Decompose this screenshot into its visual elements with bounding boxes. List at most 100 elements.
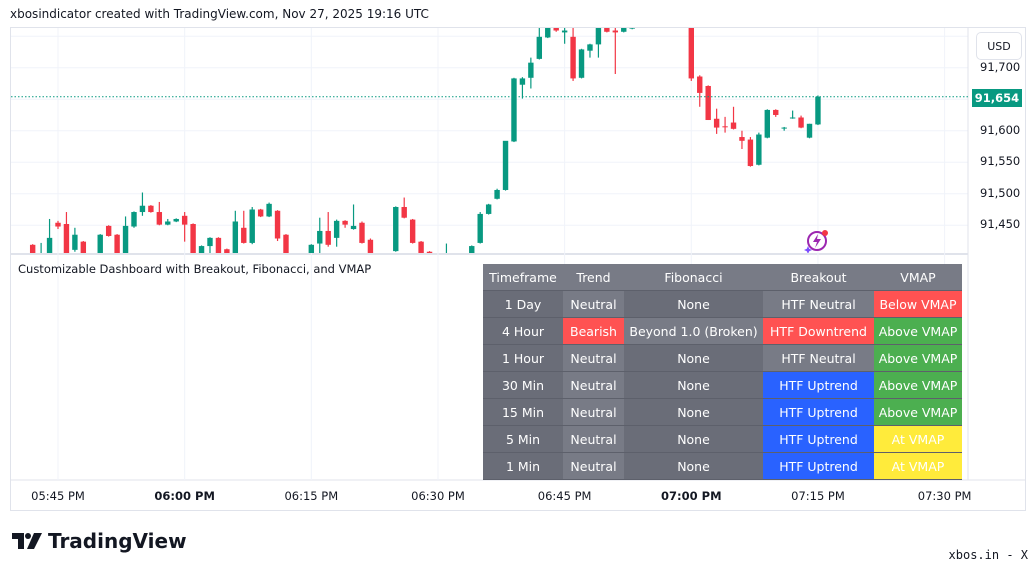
cell-breakout: HTF Uptrend [763, 425, 874, 453]
candle-body [317, 230, 323, 244]
candle-body [401, 206, 407, 218]
dashboard-row: 30 Min Neutral None HTF Uptrend Above VMAP [483, 371, 962, 399]
candle-body [756, 134, 762, 165]
ai-assistant-icon[interactable] [804, 229, 830, 257]
cell-vmap: Above VMAP [874, 344, 962, 372]
price-tick-label: 91,550 [980, 154, 1021, 169]
cell-trend: Bearish [563, 317, 624, 345]
candle-body [122, 225, 129, 253]
candle-body [781, 127, 787, 129]
time-tick-label: 06:45 PM [537, 489, 592, 503]
header-fibonacci: Fibonacci [624, 264, 763, 291]
candle-body [105, 225, 112, 236]
cell-breakout: HTF Uptrend [763, 398, 874, 426]
candle-body [283, 234, 289, 253]
cell-fibonacci: None [624, 425, 763, 453]
dashboard-header-row: Timeframe Trend Fibonacci Breakout VMAP [483, 264, 962, 291]
candle-body [257, 209, 264, 217]
candle-body [80, 241, 87, 253]
last-price-tag: 91,654 [972, 89, 1022, 107]
cell-breakout: HTF Neutral [763, 290, 874, 318]
candle-body [173, 218, 179, 222]
cell-timeframe: 1 Min [483, 452, 563, 480]
candle-body [815, 96, 821, 125]
candle-body [629, 28, 635, 29]
time-tick-label: 06:30 PM [411, 489, 465, 503]
time-tick-label: 07:15 PM [791, 489, 845, 503]
candle-body [325, 230, 331, 245]
candle-body [426, 251, 433, 253]
candle-body [477, 213, 483, 243]
candle-body [798, 117, 804, 128]
candle-body [156, 212, 163, 225]
cell-vmap: Above VMAP [874, 317, 962, 345]
candle-body [72, 234, 78, 250]
cell-fibonacci: Beyond 1.0 (Broken) [624, 317, 763, 345]
cell-timeframe: 15 Min [483, 398, 563, 426]
candle-body [215, 237, 222, 253]
cell-vmap: At VMAP [874, 425, 962, 453]
currency-button[interactable]: USD [976, 32, 1022, 60]
tradingview-logo-icon [12, 533, 42, 549]
candle-body [747, 139, 754, 167]
candle-body [595, 28, 602, 45]
cell-fibonacci: None [624, 398, 763, 426]
candle-body [528, 62, 534, 78]
candle-body [55, 222, 61, 227]
candle-body [224, 249, 230, 253]
dashboard-row: 5 Min Neutral None HTF Uptrend At VMAP [483, 425, 962, 453]
candle-body [536, 36, 543, 59]
cell-breakout: HTF Uptrend [763, 371, 874, 399]
time-tick-label: 07:30 PM [917, 489, 972, 503]
dashboard-row: 1 Hour Neutral None HTF Neutral Above VMAP [483, 344, 962, 372]
candle-body [181, 215, 188, 225]
candle-body [232, 221, 239, 253]
tradingview-logo[interactable]: TradingView [12, 529, 187, 553]
candle-body [308, 244, 315, 253]
cell-fibonacci: None [624, 371, 763, 399]
candle-body [63, 224, 70, 253]
candle-body [190, 224, 196, 253]
candle-body [485, 204, 492, 214]
candle-body [393, 206, 399, 252]
time-tick-label: 07:00 PM [661, 489, 722, 503]
candle-body [789, 117, 796, 119]
indicator-title[interactable]: Customizable Dashboard with Breakout, Fi… [18, 262, 372, 276]
candle-body [713, 118, 720, 128]
candle-body [114, 234, 120, 253]
candle-body [570, 36, 576, 79]
cell-trend: Neutral [563, 371, 624, 399]
candle-body [409, 219, 416, 243]
cell-vmap: At VMAP [874, 452, 962, 480]
header-vmap: VMAP [874, 264, 962, 291]
candles [29, 28, 821, 253]
cell-trend: Neutral [563, 452, 624, 480]
candle-body [519, 78, 526, 85]
candle-body [148, 205, 154, 213]
dashboard-row: 1 Min Neutral None HTF Uptrend At VMAP [483, 452, 962, 480]
candle-body [604, 28, 610, 32]
candle-body [359, 222, 365, 243]
candle-body [561, 30, 568, 33]
candle-body [131, 212, 137, 227]
candle-body [511, 78, 517, 142]
dashboard-table: Timeframe Trend Fibonacci Breakout VMAP … [483, 264, 962, 480]
price-tick-label: 91,500 [980, 185, 1021, 200]
cell-trend: Neutral [563, 425, 624, 453]
candle-body [553, 28, 559, 31]
cell-breakout: HTF Neutral [763, 344, 874, 372]
candle-body [545, 28, 551, 38]
cell-timeframe: 1 Hour [483, 344, 563, 372]
candle-body [697, 76, 703, 93]
cell-vmap: Above VMAP [874, 371, 962, 399]
cell-timeframe: 4 Hour [483, 317, 563, 345]
cell-fibonacci: None [624, 290, 763, 318]
header-breakout: Breakout [763, 264, 874, 291]
time-tick-label: 06:00 PM [154, 489, 215, 503]
price-tick-label: 91,700 [980, 59, 1021, 74]
candle-body [165, 221, 171, 225]
cell-trend: Neutral [563, 290, 624, 318]
cell-timeframe: 30 Min [483, 371, 563, 399]
time-tick-label: 05:45 PM [31, 489, 85, 503]
